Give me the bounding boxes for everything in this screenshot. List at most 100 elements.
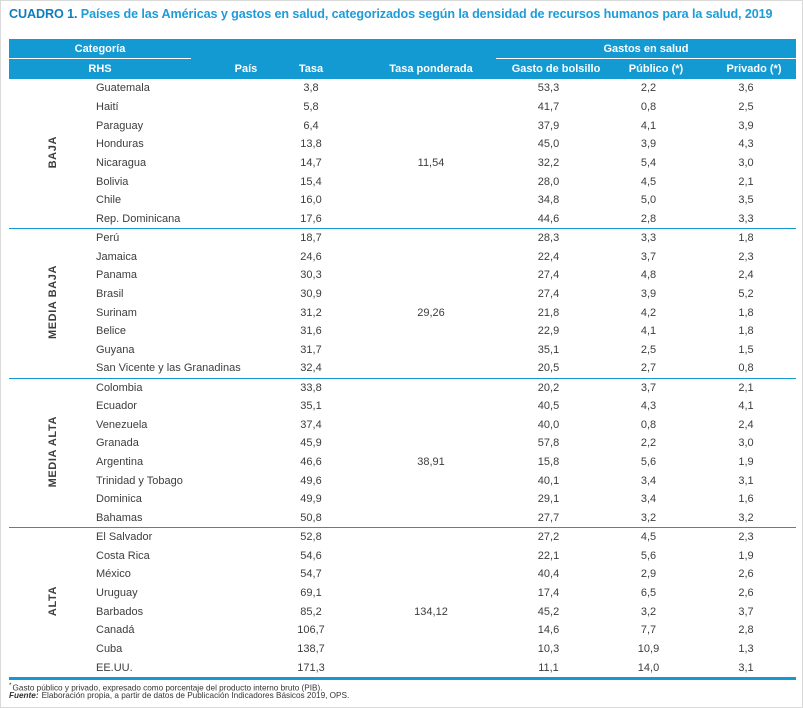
tasa-ponderada-value bbox=[366, 658, 496, 677]
table-row: Jamaica 24,6 22,4 3,7 2,3 bbox=[9, 247, 796, 266]
tasa-value: 18,7 bbox=[256, 228, 366, 248]
gasto-bolsillo-value: 17,4 bbox=[537, 586, 560, 599]
gasto-bolsillo-value: 27,7 bbox=[537, 511, 560, 524]
country-name: Ecuador bbox=[96, 400, 137, 413]
tasa-value: 138,7 bbox=[297, 642, 325, 655]
gasto-publico-value: 4,5 bbox=[601, 527, 696, 547]
tasa-value: 171,3 bbox=[297, 661, 325, 674]
gasto-bolsillo-value: 41,7 bbox=[537, 101, 560, 114]
tasa-value: 6,4 bbox=[303, 119, 319, 132]
tasa-value: 32,4 bbox=[300, 362, 322, 375]
gasto-privado-value: 1,8 bbox=[738, 325, 754, 338]
category-label: MEDIA ALTA bbox=[46, 415, 59, 487]
table-body: BAJA Guatemala 3,8 53,3 2,2 3,6 Haití 5,8 41,7 0,… bbox=[9, 79, 796, 677]
table-row: MEDIA BAJA Perú 18,7 28,3 3,3 1,8 bbox=[9, 228, 796, 378]
country-name: Guyana bbox=[96, 343, 135, 356]
country-name: El Salvador bbox=[96, 527, 256, 547]
tasa-ponderada-value bbox=[366, 434, 496, 453]
page-title: CUADRO 1. Países de las Américas y gasto… bbox=[9, 7, 801, 21]
country-name: Jamaica bbox=[96, 250, 137, 263]
header-publico: Público (*) bbox=[628, 63, 684, 75]
table-row: Barbados 85,2 134,12 45,2 3,2 3,7 bbox=[9, 602, 796, 621]
table-row: EE.UU. 171,3 11,1 14,0 3,1 bbox=[9, 658, 796, 677]
header-rhs: RHS bbox=[88, 63, 112, 75]
gasto-publico-value: 2,5 bbox=[640, 343, 657, 356]
country-name: Trinidad y Tobago bbox=[96, 474, 183, 487]
table-row: Dominica 49,9 29,1 3,4 1,6 bbox=[9, 490, 796, 509]
country-name: Canadá bbox=[96, 624, 135, 637]
gasto-publico-value: 14,0 bbox=[637, 661, 660, 674]
table-row: Paraguay 6,4 37,9 4,1 3,9 bbox=[9, 116, 796, 135]
footnote-marker: * bbox=[9, 682, 12, 689]
gasto-bolsillo-value: 37,9 bbox=[537, 119, 560, 132]
table-row: Honduras 13,8 45,0 3,9 4,3 bbox=[9, 135, 796, 154]
gasto-privado-value: 1,6 bbox=[738, 493, 754, 506]
gasto-privado-value: 4,1 bbox=[738, 400, 754, 413]
header-tasa: Tasa bbox=[298, 63, 324, 75]
category-label: BAJA bbox=[46, 135, 59, 169]
gasto-bolsillo-value: 11,1 bbox=[538, 661, 559, 674]
country-name: Paraguay bbox=[96, 119, 144, 132]
gasto-bolsillo-value: 20,2 bbox=[496, 377, 601, 397]
table-row: Guyana 31,7 35,1 2,5 1,5 bbox=[9, 341, 796, 360]
footnote-text: Gasto público y privado, expresado como … bbox=[12, 683, 323, 693]
gasto-bolsillo-value: 29,1 bbox=[537, 493, 560, 506]
table-bottom-rule bbox=[9, 677, 796, 680]
country-name: Honduras bbox=[96, 138, 144, 151]
country-name: Argentina bbox=[96, 456, 144, 469]
header-divider-left bbox=[9, 58, 191, 59]
tasa-value: 14,7 bbox=[300, 157, 322, 170]
country-name: Guatemala bbox=[96, 82, 150, 95]
tasa-value: 35,1 bbox=[300, 400, 322, 413]
tasa-ponderada-value bbox=[366, 509, 496, 528]
gasto-publico-value: 10,9 bbox=[637, 642, 660, 655]
tasa-value: 37,4 bbox=[300, 418, 322, 431]
gasto-publico-value: 4,1 bbox=[640, 325, 657, 338]
header-categoria: Categoría bbox=[74, 43, 126, 55]
tasa-ponderada-value bbox=[366, 322, 496, 341]
gasto-privado-value: 0,8 bbox=[738, 362, 754, 375]
tasa-value: 49,9 bbox=[300, 493, 322, 506]
gasto-publico-value: 3,7 bbox=[601, 377, 696, 397]
tasa-value: 30,3 bbox=[300, 269, 322, 282]
gasto-publico-value: 5,6 bbox=[640, 456, 657, 469]
tasa-ponderada-value bbox=[366, 377, 496, 397]
country-name: Bolivia bbox=[96, 175, 129, 188]
tasa-ponderada-value bbox=[366, 471, 496, 490]
table-row: San Vicente y las Granadinas 32,4 20,5 2,7 0… bbox=[9, 359, 796, 378]
gasto-privado-value: 1,8 bbox=[738, 306, 754, 319]
country-name: Chile bbox=[96, 194, 122, 207]
tasa-value: 13,8 bbox=[300, 138, 322, 151]
gasto-privado-value: 3,7 bbox=[738, 605, 754, 618]
tasa-ponderada-value bbox=[366, 640, 496, 659]
header-pais: País bbox=[234, 63, 258, 75]
fuente-label: Fuente: bbox=[9, 691, 39, 700]
country-name: Barbados bbox=[96, 605, 144, 618]
tasa-ponderada-value bbox=[366, 527, 496, 547]
table-row: México 54,7 40,4 2,9 2,6 bbox=[9, 565, 796, 584]
tasa-value: 46,6 bbox=[300, 456, 322, 469]
tasa-ponderada-value bbox=[366, 490, 496, 509]
gasto-publico-value: 4,5 bbox=[640, 175, 657, 188]
table-number-label: CUADRO 1. bbox=[9, 7, 78, 21]
gasto-publico-value: 3,4 bbox=[640, 474, 657, 487]
gasto-privado-value: 2,3 bbox=[696, 527, 796, 547]
country-name: México bbox=[96, 568, 131, 581]
gasto-bolsillo-value: 57,8 bbox=[537, 437, 560, 450]
gasto-privado-value: 3,9 bbox=[738, 119, 754, 132]
gasto-privado-value: 3,1 bbox=[738, 661, 754, 674]
tasa-ponderada-value bbox=[366, 210, 496, 229]
tasa-ponderada-value bbox=[366, 415, 496, 434]
table-row: Granada 45,9 57,8 2,2 3,0 bbox=[9, 434, 796, 453]
tasa-ponderada-value bbox=[366, 397, 496, 416]
gasto-publico-value: 2,9 bbox=[640, 568, 657, 581]
tasa-ponderada-value bbox=[366, 584, 496, 603]
tasa-ponderada-value bbox=[366, 135, 496, 154]
gasto-publico-value: 2,2 bbox=[640, 82, 657, 95]
tasa-ponderada-value bbox=[366, 546, 496, 565]
gasto-bolsillo-value: 27,2 bbox=[496, 527, 601, 547]
gasto-privado-value: 3,5 bbox=[738, 194, 754, 207]
gasto-bolsillo-value: 27,4 bbox=[537, 287, 560, 300]
country-name: Nicaragua bbox=[96, 157, 147, 170]
gasto-publico-value: 3,2 bbox=[640, 605, 657, 618]
